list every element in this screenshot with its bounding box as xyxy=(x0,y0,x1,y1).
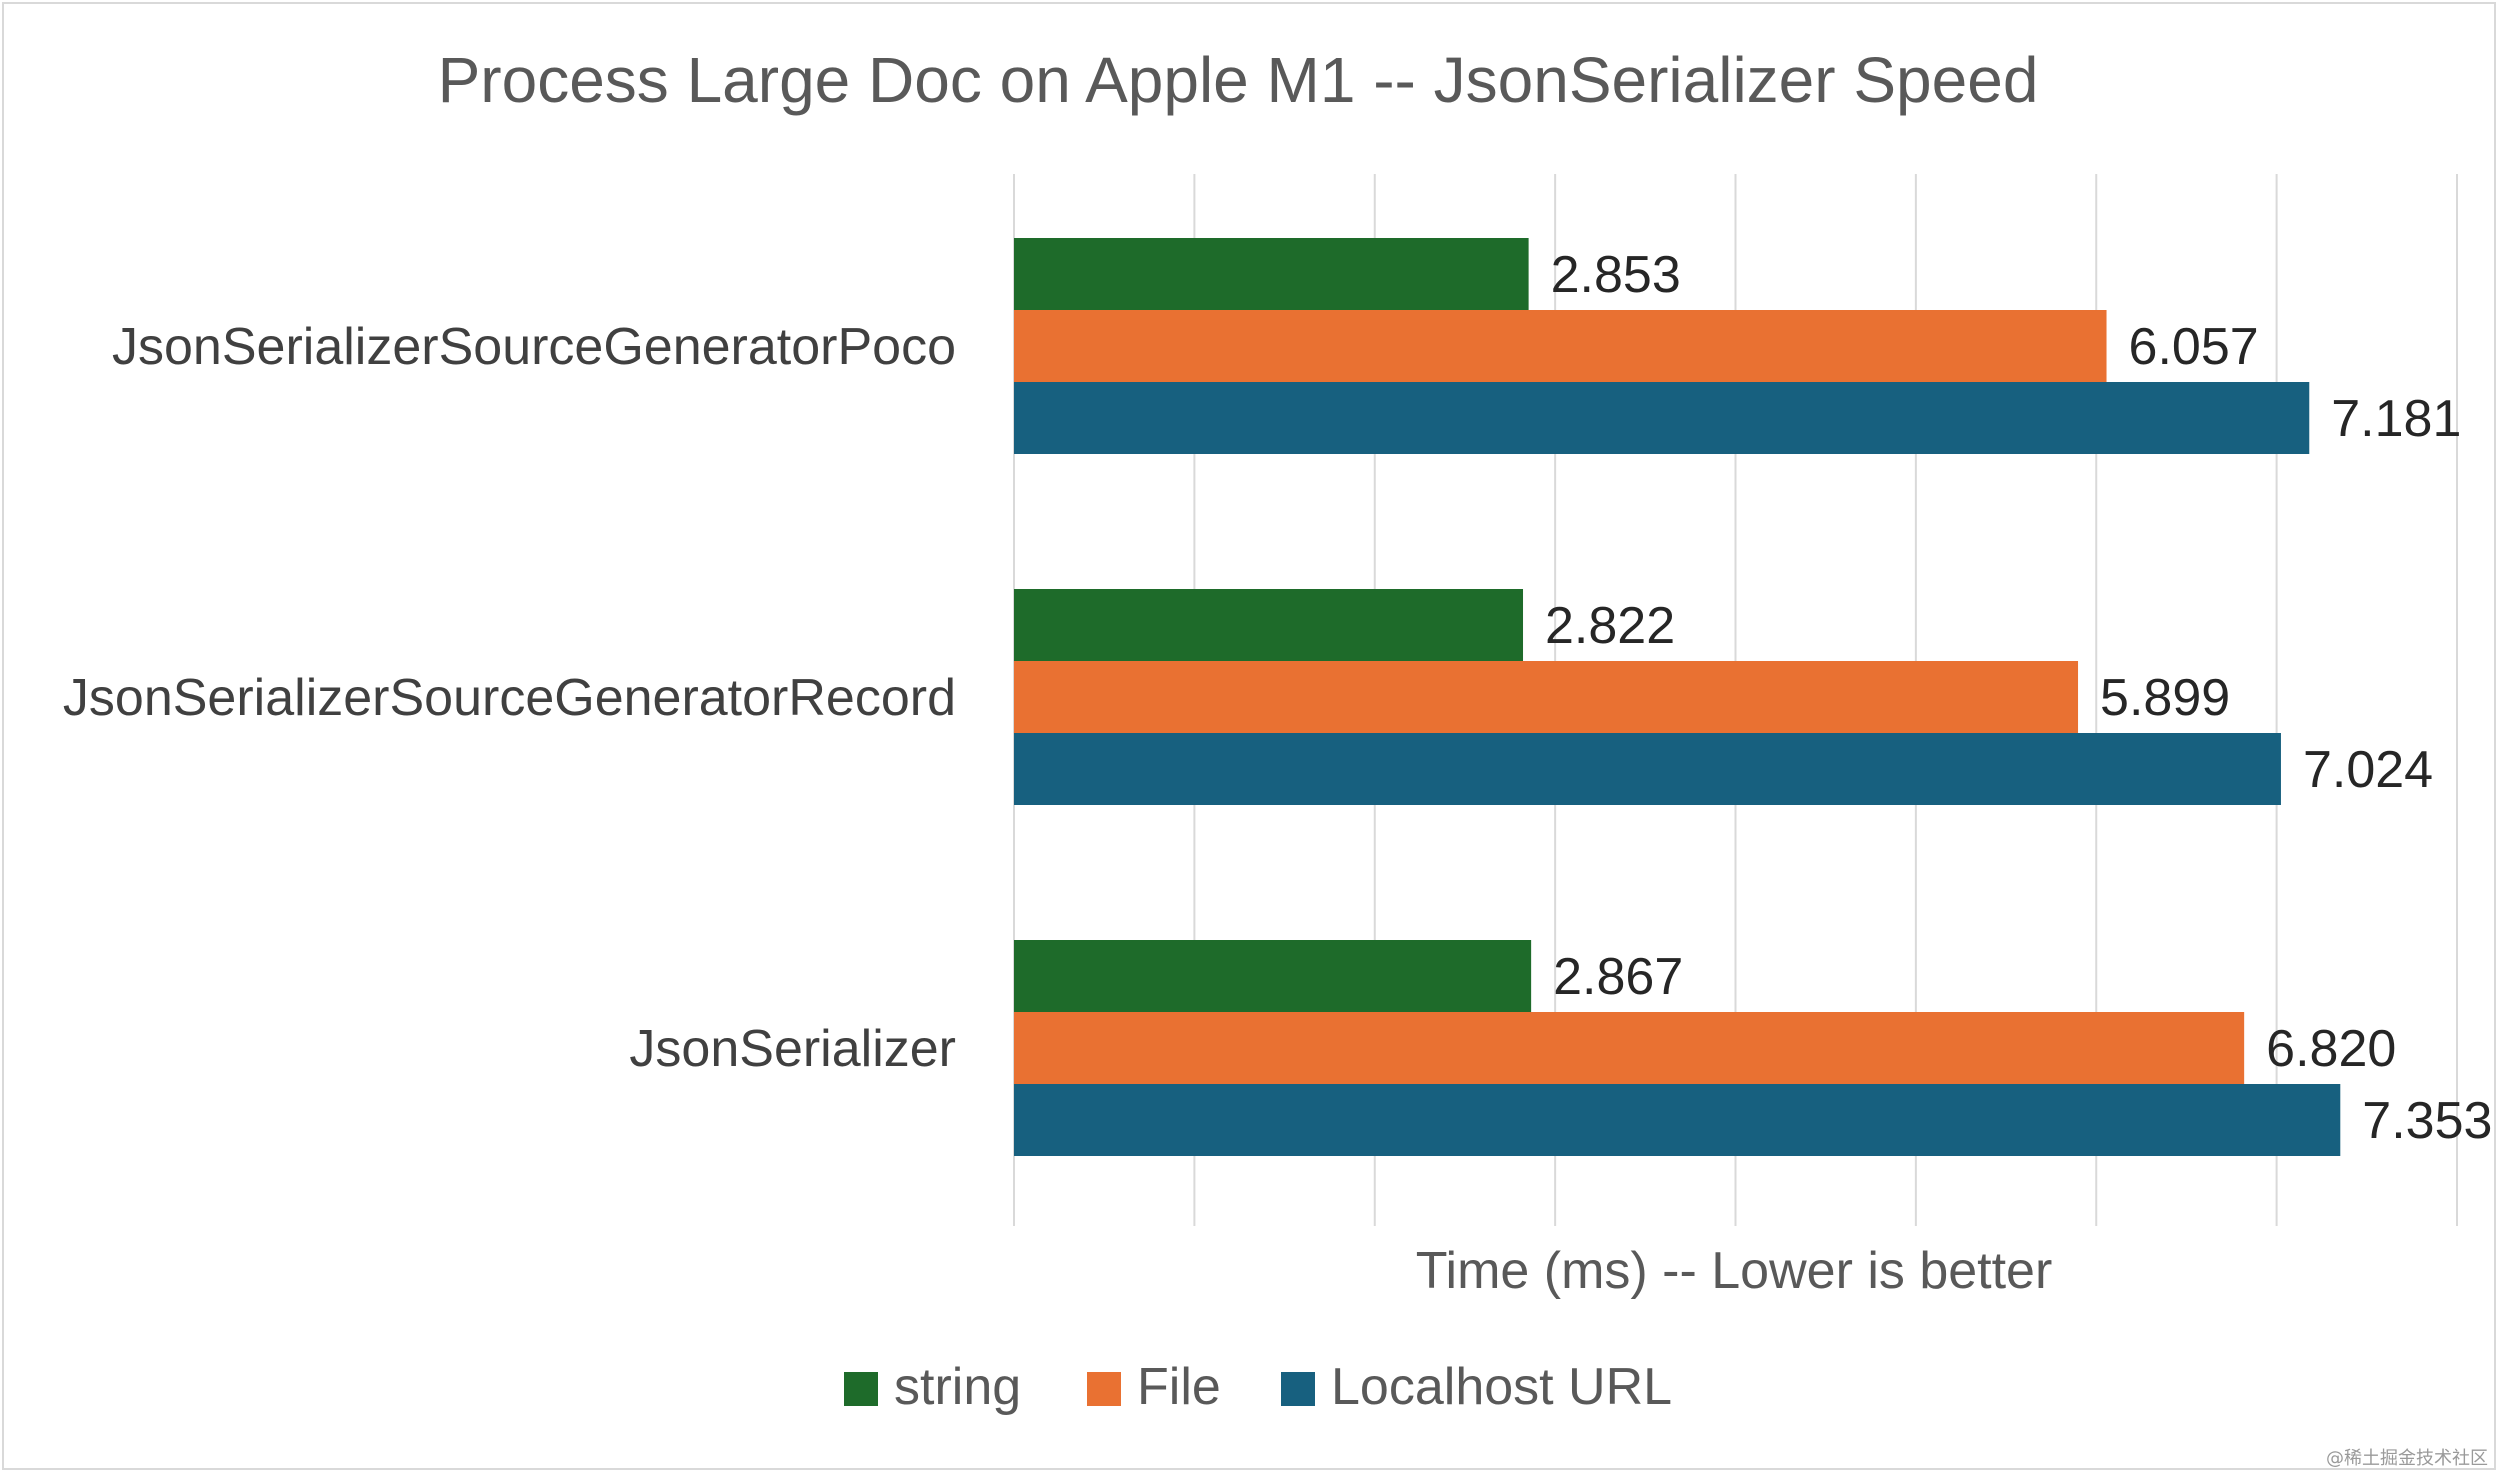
data-label-localhost-url-0: 7.181 xyxy=(2331,390,2461,448)
legend-swatch-localhost-url xyxy=(1281,1372,1315,1406)
bar-localhost-url-1 xyxy=(1014,733,2281,805)
legend-swatch-string xyxy=(844,1372,878,1406)
data-label-file-1: 5.899 xyxy=(2100,669,2230,727)
bar-string-1 xyxy=(1014,589,1524,661)
category-label-0: JsonSerializerSourceGeneratorPoco xyxy=(112,318,956,376)
chart-svg: Process Large Doc on Apple M1 -- JsonSer… xyxy=(63,44,2493,1469)
category-label-1: JsonSerializerSourceGeneratorRecord xyxy=(63,669,956,727)
data-label-file-2: 6.820 xyxy=(2266,1020,2396,1078)
data-labels: 2.853 6.057 7.181 2.822 5.899 7.024 2.867 6.820… xyxy=(1545,246,2492,1150)
data-label-localhost-url-1: 7.024 xyxy=(2303,741,2433,799)
bar-localhost-url-0 xyxy=(1014,382,2310,454)
bar-string-2 xyxy=(1014,940,1532,1012)
bar-file-1 xyxy=(1014,661,2079,733)
bar-localhost-url-2 xyxy=(1014,1084,2341,1156)
data-label-string-2: 2.867 xyxy=(1553,948,1683,1006)
legend: string File Localhost URL xyxy=(844,1358,1672,1416)
data-label-localhost-url-2: 7.353 xyxy=(2362,1092,2492,1150)
category-labels: JsonSerializerSourceGeneratorPoco JsonSer… xyxy=(63,318,956,1078)
legend-label-file: File xyxy=(1137,1358,1221,1416)
x-axis-title: Time (ms) -- Lower is better xyxy=(1416,1242,2053,1300)
data-label-string-0: 2.853 xyxy=(1551,246,1681,304)
category-label-2: JsonSerializer xyxy=(629,1020,956,1078)
bars xyxy=(1014,238,2341,1156)
chart-title: Process Large Doc on Apple M1 -- JsonSer… xyxy=(438,44,2039,116)
bar-file-2 xyxy=(1014,1012,2245,1084)
watermark: @稀土掘金技术社区 xyxy=(2326,1448,2488,1469)
data-label-file-0: 6.057 xyxy=(2129,318,2259,376)
legend-label-string: string xyxy=(894,1358,1021,1416)
legend-swatch-file xyxy=(1087,1372,1121,1406)
legend-label-localhost-url: Localhost URL xyxy=(1331,1358,1672,1416)
bar-string-0 xyxy=(1014,238,1529,310)
data-label-string-1: 2.822 xyxy=(1545,597,1675,655)
bar-file-0 xyxy=(1014,310,2107,382)
